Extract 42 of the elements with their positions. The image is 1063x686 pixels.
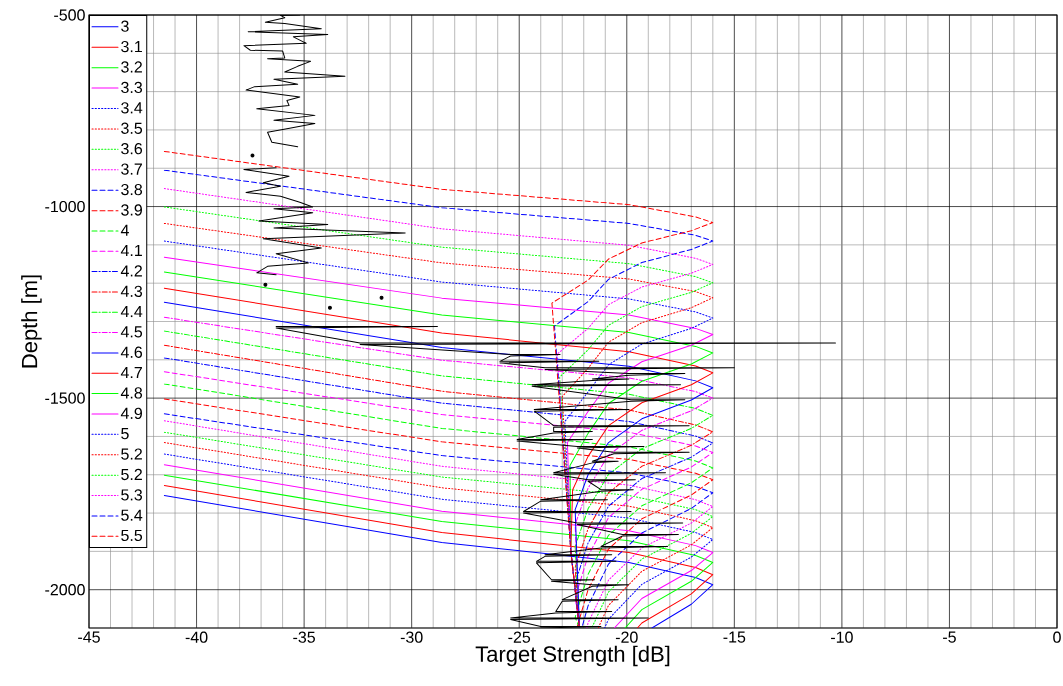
legend-label: 3.7	[121, 163, 142, 175]
legend-label: 5.2	[121, 468, 142, 481]
legend-label: 4.4	[120, 306, 143, 318]
y-tick-label: -500	[54, 9, 85, 21]
legend-label: 3.4	[121, 102, 143, 114]
legend-label: 4.8	[120, 387, 143, 399]
legend-label: 3.9	[121, 204, 142, 216]
legend-label: 3	[121, 20, 129, 32]
y-tick-label: -2000	[45, 584, 85, 596]
x-tick-label: -45	[78, 631, 100, 643]
x-tick-label: -35	[293, 631, 315, 643]
x-tick-label: 0	[1053, 631, 1061, 643]
x-tick-label: -20	[615, 631, 638, 643]
legend-label: 4	[120, 224, 129, 236]
legend-label: 5.3	[121, 489, 143, 501]
legend-label: 4.7	[120, 367, 142, 379]
x-tick-label: -10	[831, 631, 853, 643]
legend-label: 3.6	[121, 143, 143, 155]
x-tick-label: -25	[508, 631, 531, 643]
legend-label: 3.5	[121, 122, 143, 134]
legend-label: 3.8	[121, 183, 143, 196]
legend-label: 4.6	[120, 346, 143, 358]
legend-label: 3.1	[121, 40, 142, 53]
x-tick-label: -15	[723, 631, 746, 643]
legend-label: 5.4	[121, 509, 143, 521]
legend-label: 4.5	[120, 326, 143, 338]
legend-label: 4.2	[120, 265, 142, 277]
legend-label: 3.3	[121, 81, 143, 94]
x-tick-label: -40	[185, 631, 208, 643]
legend-label: 5	[121, 428, 129, 440]
x-tick-label: -30	[400, 631, 423, 643]
legend-label: 3.2	[121, 61, 142, 73]
legend-label: 4.3	[120, 285, 143, 297]
x-tick-label: -5	[943, 631, 956, 643]
y-axis-title: Depth [m]	[21, 275, 42, 368]
legend-label: 5.2	[121, 448, 142, 460]
y-tick-label: -1500	[45, 392, 85, 404]
legend-label: 4.9	[120, 407, 142, 420]
y-tick-label: -1000	[45, 200, 85, 213]
x-axis-title: Target Strength [dB]	[475, 645, 670, 667]
legend-label: 5.5	[121, 529, 143, 542]
legend-label: 4.1	[120, 244, 142, 256]
